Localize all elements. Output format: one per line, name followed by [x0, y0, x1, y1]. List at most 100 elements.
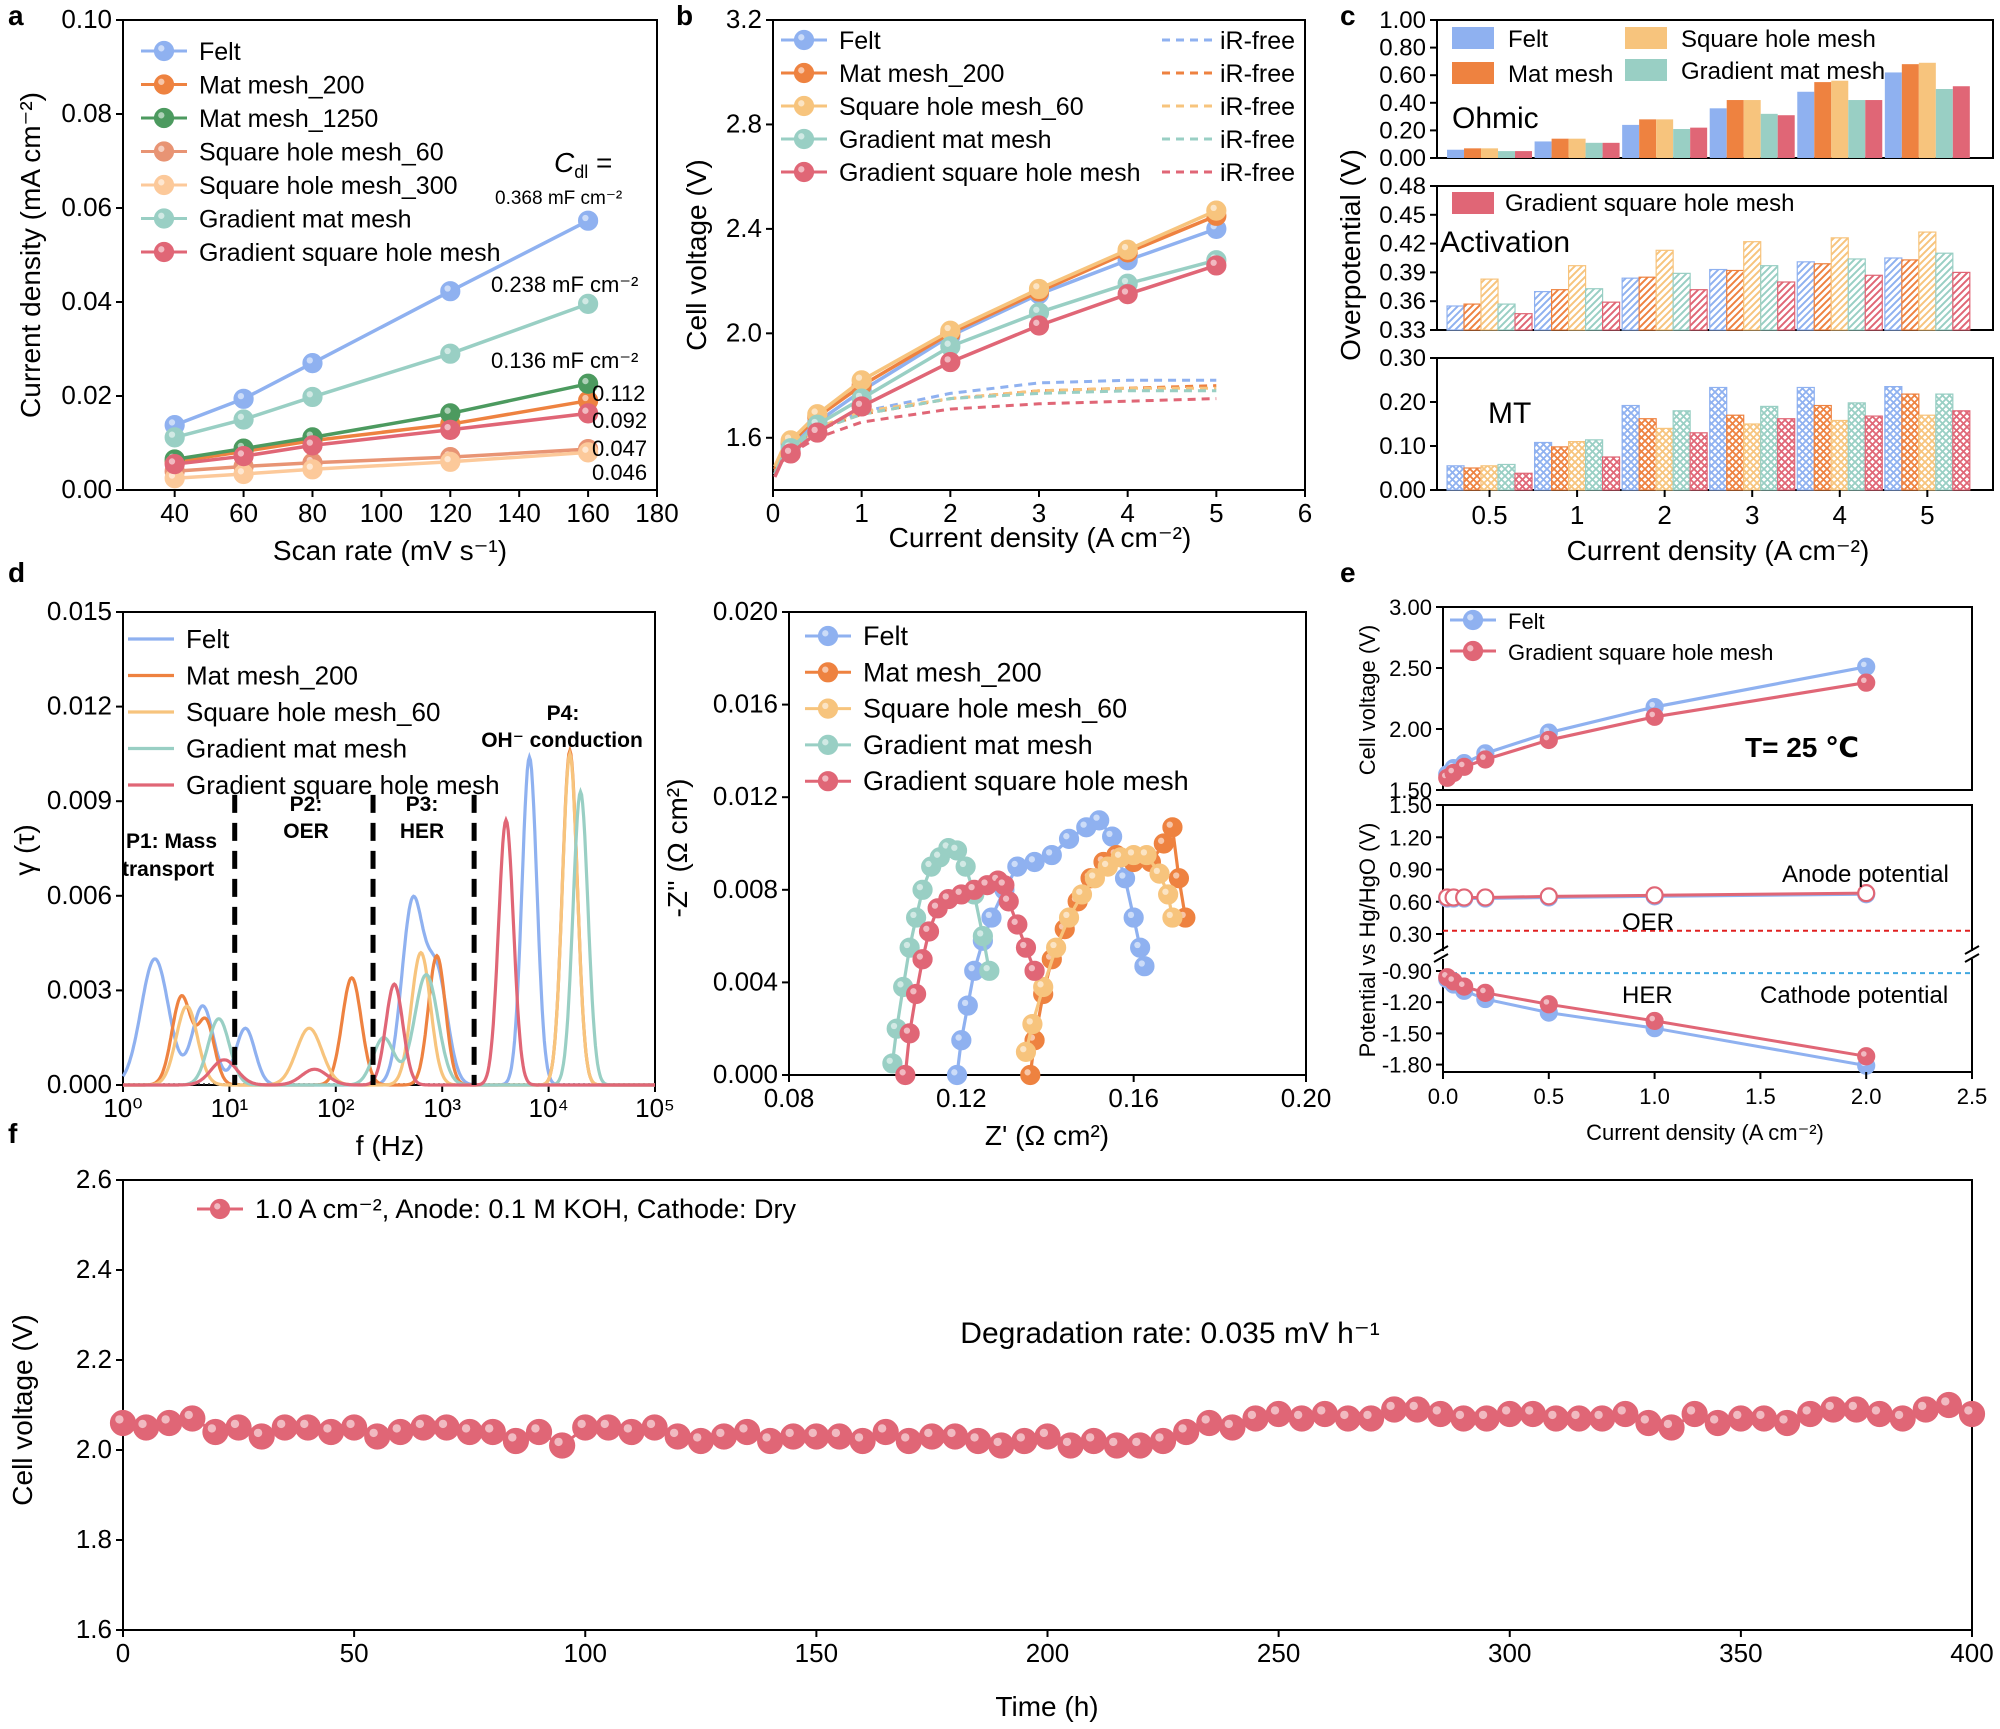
- point-highlight: [485, 1424, 494, 1433]
- bar: [1689, 289, 1708, 331]
- data-point: [641, 1414, 668, 1441]
- point-highlight: [822, 739, 829, 746]
- data-point: [549, 1432, 576, 1459]
- bar: [1760, 265, 1779, 331]
- anode-point: [1857, 884, 1876, 903]
- data-point: [1455, 977, 1474, 996]
- axes-frame: [788, 611, 1307, 1076]
- legend-marker: [153, 40, 175, 62]
- data-point: [1219, 1414, 1246, 1441]
- data-point: [1381, 1396, 1408, 1423]
- data-point: [1114, 868, 1136, 889]
- bar: [1481, 148, 1499, 158]
- bar: [1726, 414, 1745, 491]
- data-point: [1103, 1432, 1130, 1459]
- x-tick-label: 2.5: [1957, 1084, 1988, 1109]
- data-point: [1046, 937, 1067, 958]
- bar: [1447, 149, 1465, 158]
- x-axis-label: f (Hz): [356, 1130, 424, 1161]
- point-highlight: [1166, 821, 1173, 828]
- bar: [1534, 141, 1552, 158]
- data-point: [1033, 976, 1054, 998]
- bar: [1446, 305, 1465, 331]
- legend-label: Felt: [1508, 26, 1548, 53]
- data-point: [1357, 1405, 1385, 1432]
- point-highlight: [1861, 1051, 1867, 1057]
- axes-frame: [1442, 606, 1973, 791]
- point-highlight: [1033, 306, 1040, 313]
- point-highlight: [955, 888, 962, 895]
- legend-label: Gradient square hole mesh: [1508, 640, 1773, 665]
- bar: [1935, 89, 1953, 158]
- bar: [1760, 113, 1778, 158]
- bar: [1601, 456, 1621, 491]
- x-tick-label: 160: [566, 498, 609, 528]
- data-point: [849, 1427, 876, 1455]
- x-tick-label: 0.5: [1471, 500, 1507, 530]
- data-point: [572, 1414, 599, 1441]
- data-point: [899, 1023, 920, 1044]
- point-highlight: [855, 374, 863, 381]
- data-point: [1496, 1400, 1523, 1428]
- point-highlight: [415, 1419, 425, 1429]
- point-highlight: [1089, 872, 1096, 879]
- legend-marker: [793, 95, 815, 117]
- legend-label: Mat mesh_200: [839, 60, 1004, 88]
- x-axis-label: Z' (Ω cm²): [985, 1120, 1109, 1151]
- point-highlight: [230, 1419, 240, 1429]
- data-point: [1117, 239, 1138, 260]
- x-tick-label: 50: [340, 1638, 369, 1668]
- axis-break: [1433, 945, 1449, 963]
- point-highlight: [1127, 911, 1135, 919]
- data-point: [1117, 284, 1138, 305]
- x-tick-label: 100: [564, 1638, 607, 1668]
- point-highlight: [1101, 860, 1109, 868]
- legend-label: Felt: [186, 624, 230, 654]
- bar: [1584, 439, 1604, 491]
- panel-c: 0.000.200.400.600.801.00Ohmic0.330.360.3…: [1335, 7, 1994, 566]
- x-tick-label: 80: [298, 498, 327, 528]
- y-axis-label: Potential vs Hg/HgO (V): [1355, 823, 1380, 1058]
- point-highlight: [1045, 849, 1053, 856]
- annotation: 0.368 mF cm⁻²: [495, 188, 622, 209]
- y-tick-label: 2.2: [76, 1344, 112, 1374]
- y-tick-label: 0.009: [47, 785, 112, 815]
- point-highlight: [1640, 1415, 1650, 1424]
- data-point: [780, 1423, 807, 1450]
- point-highlight: [1028, 856, 1036, 863]
- point-highlight: [1501, 1406, 1511, 1415]
- region-label: OER: [283, 820, 329, 843]
- point-highlight: [1293, 1410, 1303, 1420]
- point-highlight: [1106, 830, 1113, 838]
- legend-label: Felt: [863, 621, 909, 651]
- point-highlight: [237, 392, 245, 400]
- bar: [1743, 241, 1762, 331]
- ir-free-label: iR-free: [1220, 60, 1295, 88]
- data-point: [687, 1427, 714, 1455]
- subplot-mt: 0.00 0.10 0.20 0.30 MT 0.5 1 2 3 4 5: [1379, 345, 1994, 530]
- y-tick-label: 0.020: [713, 596, 778, 626]
- data-point: [502, 1427, 530, 1455]
- bar: [1550, 446, 1570, 491]
- point-highlight: [1270, 1406, 1280, 1415]
- data-point: [156, 1409, 183, 1437]
- data-point: [1857, 673, 1876, 692]
- y-tick-label: 0.008: [713, 874, 778, 904]
- point-highlight: [947, 1428, 956, 1438]
- point-highlight: [1802, 1406, 1811, 1415]
- cathode-label: Cathode potential: [1760, 982, 1948, 1009]
- x-tick-label: 0.0: [1428, 1084, 1459, 1109]
- point-highlight: [1941, 1397, 1950, 1406]
- data-point: [1024, 851, 1045, 873]
- data-point: [1635, 1409, 1662, 1437]
- point-highlight: [933, 851, 941, 858]
- point-highlight: [1848, 1401, 1858, 1411]
- data-point: [972, 925, 993, 947]
- bar: [1514, 472, 1533, 491]
- bar: [1585, 142, 1603, 158]
- legend-label: Felt: [199, 38, 241, 66]
- series-line: [1446, 681, 1867, 780]
- data-point: [302, 459, 323, 480]
- point-highlight: [1478, 1410, 1488, 1420]
- bar: [1952, 271, 1971, 331]
